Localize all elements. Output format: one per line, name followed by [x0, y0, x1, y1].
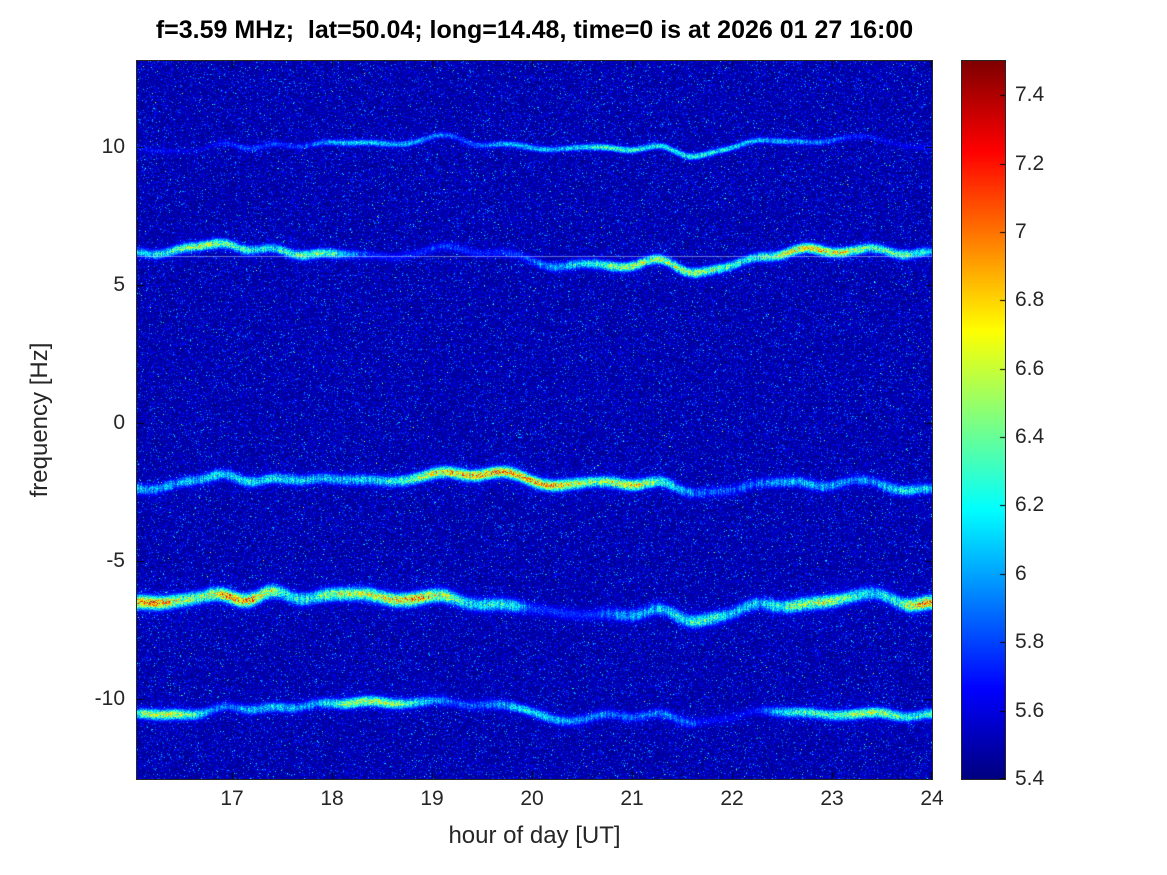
- x-tick-label: 21: [620, 787, 644, 810]
- y-tick-label: -10: [94, 686, 125, 710]
- colorbar-tick-label: 5.6: [1015, 698, 1045, 722]
- x-axis-label: hour of day [UT]: [448, 822, 621, 849]
- colorbar-tick-label: 6.6: [1015, 356, 1045, 380]
- y-tick-label: 0: [113, 410, 125, 434]
- y-tick-label: 10: [101, 134, 125, 158]
- colorbar-tick-label: 7.2: [1015, 151, 1045, 175]
- colorbar-tick-label: 6.2: [1015, 493, 1045, 517]
- y-axis-label: frequency [Hz]: [26, 342, 53, 498]
- x-tick-label: 20: [520, 787, 544, 810]
- y-tick-label: -5: [106, 548, 125, 572]
- colorbar-tick-label: 5.4: [1015, 767, 1045, 790]
- x-tick-label: 22: [720, 787, 744, 810]
- colorbar-tick-label: 7: [1015, 219, 1027, 243]
- chart-title: f=3.59 MHz; lat=50.04; long=14.48, time=…: [155, 16, 914, 44]
- x-tick-label: 23: [820, 787, 844, 810]
- colorbar-tick-label: 5.8: [1015, 630, 1045, 654]
- spectrogram-heatmap: [136, 60, 933, 780]
- colorbar-tick-label: 6: [1015, 561, 1027, 585]
- x-tick-label: 24: [920, 787, 944, 810]
- x-tick-label: 19: [420, 787, 444, 810]
- colorbar-tick-label: 7.4: [1015, 83, 1045, 107]
- x-tick-label: 18: [320, 787, 344, 810]
- colorbar-tick-label: 6.4: [1015, 425, 1045, 449]
- colorbar: [961, 60, 1006, 780]
- y-tick-label: 5: [113, 272, 125, 296]
- colorbar-tick-label: 6.8: [1015, 288, 1045, 312]
- x-tick-label: 17: [220, 787, 244, 810]
